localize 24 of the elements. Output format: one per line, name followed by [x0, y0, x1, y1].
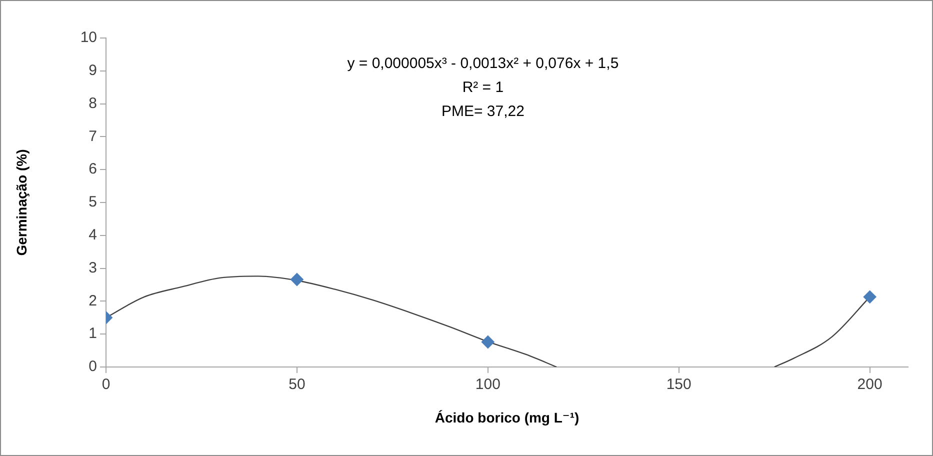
y-tick-label: 9: [88, 62, 97, 80]
y-tick-label: 1: [88, 325, 97, 342]
point: [481, 335, 494, 348]
annotation: R² = 1: [462, 79, 504, 96]
x-tick-label: 200: [857, 376, 882, 394]
x-tick-label: 50: [288, 376, 306, 394]
x-tick-label: 0: [102, 376, 110, 394]
y-tick-label: 2: [88, 292, 97, 310]
x-tick-label: 150: [666, 376, 692, 394]
annotation: PME= 37,22: [441, 103, 524, 120]
point: [290, 272, 304, 286]
y-tick-label: 5: [88, 194, 97, 211]
y-tick-label: 6: [88, 160, 97, 178]
x-axis-title: Ácido borico (mg L⁻¹): [434, 409, 580, 426]
point: [863, 290, 876, 304]
y-tick-label: 0: [88, 358, 97, 376]
y-tick-label: 7: [88, 128, 97, 145]
y-tick-label: 3: [88, 259, 97, 276]
y-tick-label: 8: [88, 94, 97, 112]
annotation: y = 0,000005x³ - 0,0013x² + 0,076x + 1,5: [347, 55, 619, 72]
y-axis-title: Germinação (%): [13, 149, 30, 256]
x-tick-label: 100: [475, 376, 500, 394]
y-tick-label: 10: [80, 29, 97, 46]
y-tick-label: 4: [88, 226, 97, 244]
